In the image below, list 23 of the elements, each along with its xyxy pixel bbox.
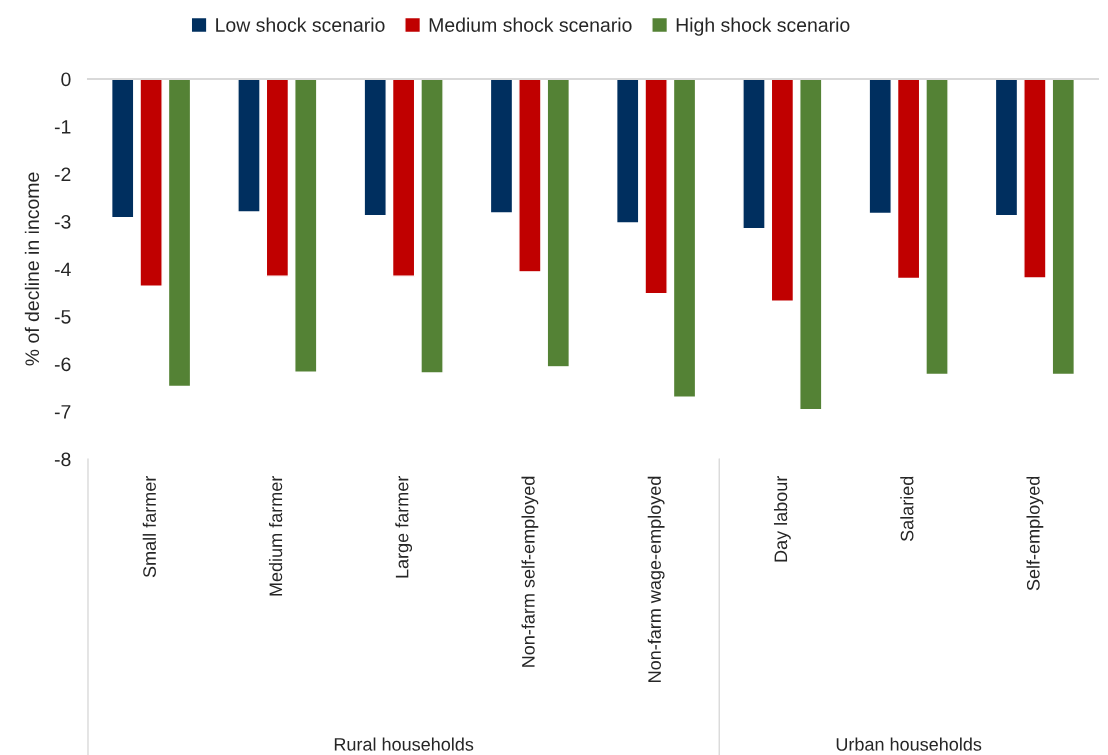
x-tick-label: Medium farmer [268,475,283,596]
y-tick-label: -2 [54,167,71,182]
y-tick-label: -3 [54,214,71,229]
x-tick-label: Self-employed [1026,476,1044,591]
x-tick-label: Small farmer [142,475,156,578]
x-tick-label: Non-farm self-employed [521,476,539,667]
y-tick-label: -7 [54,405,71,419]
x-tick-label: Day labour [773,475,791,562]
x-tick-label: Salaried [900,476,914,542]
y-tick-label: -6 [54,357,71,372]
text: Rural households [334,737,474,751]
y-tick-label: -5 [54,310,71,324]
y-tick-label: -4 [54,262,71,277]
x-tick-label: Large farmer [395,475,413,578]
y-tick-label: -8 [54,452,71,467]
legend-label: Low shock scenario [216,17,385,32]
text: Urban households [836,737,982,751]
legend-label: Medium shock scenario [429,17,632,32]
legend-label: High shock scenario [676,17,850,36]
x-tick-label: Non-farm wage-employed [647,476,665,682]
y-tick-label: 0 [61,72,71,87]
y-tick-label: -1 [54,120,71,134]
y-axis-title: % of decline in income [24,172,40,366]
